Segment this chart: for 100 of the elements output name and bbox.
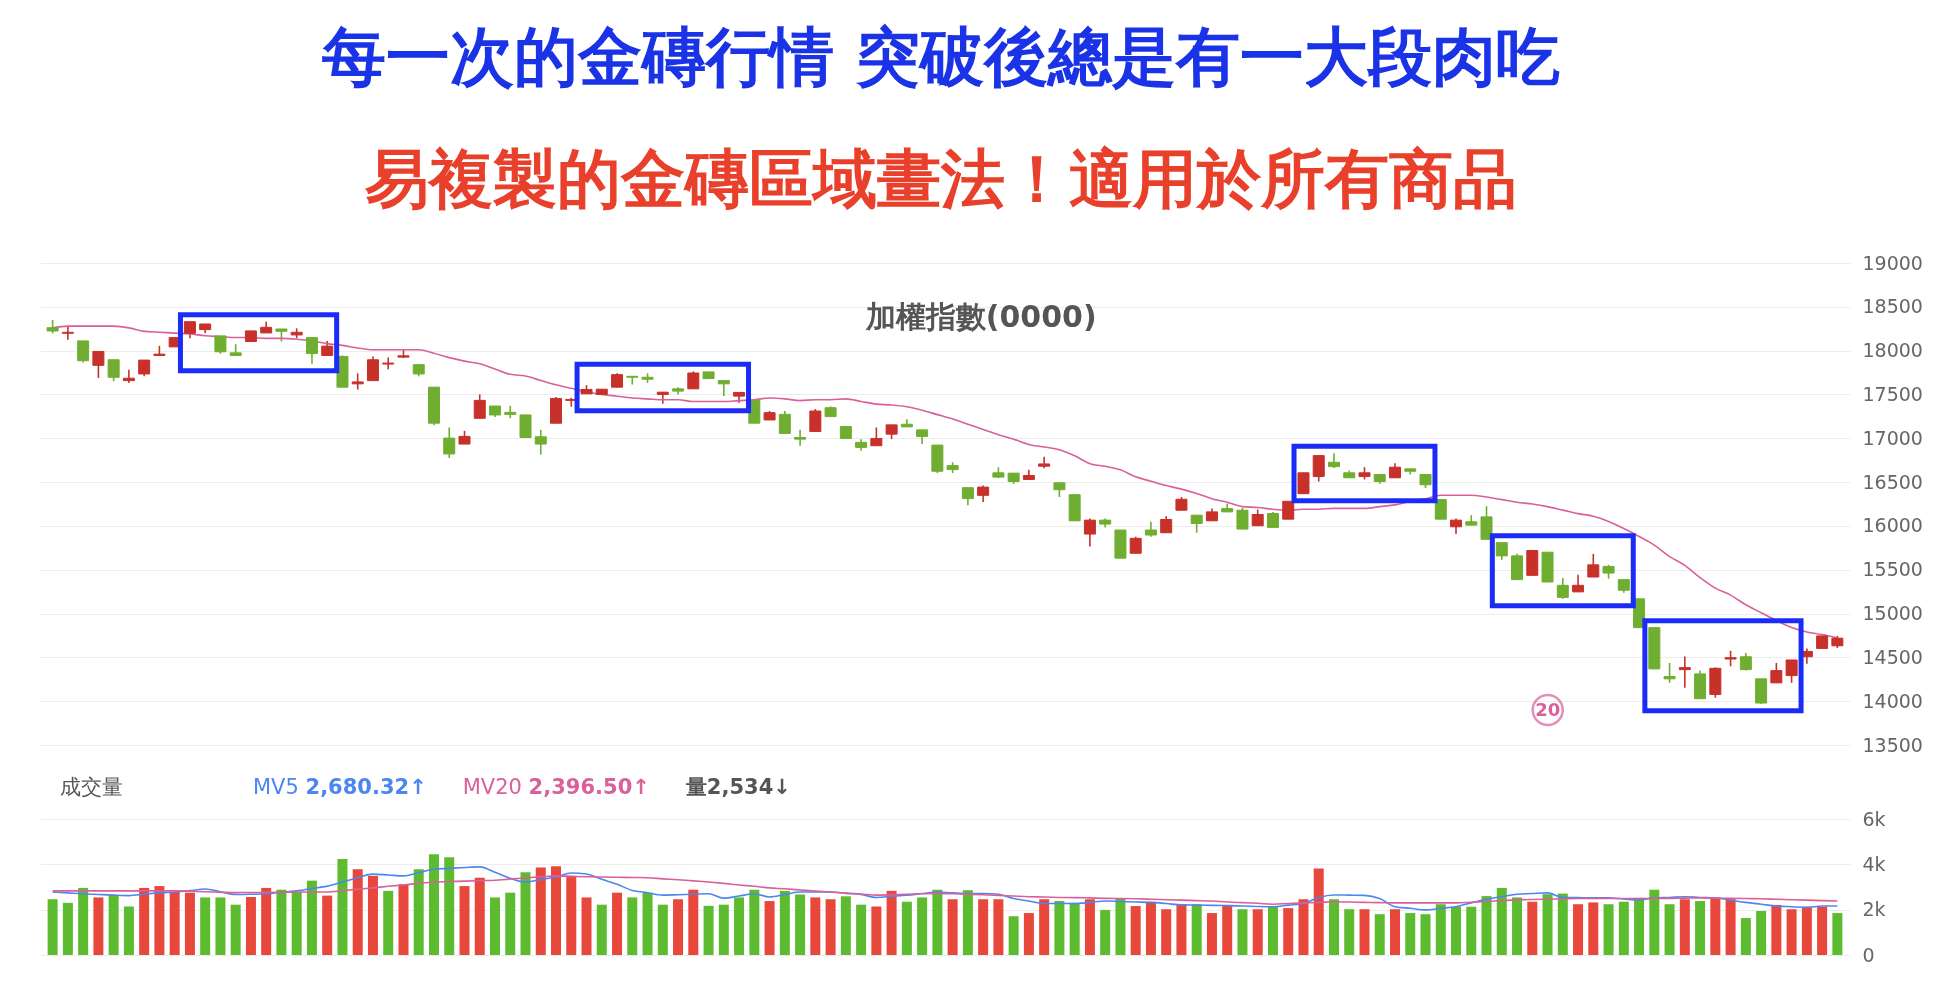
candlestick	[626, 375, 639, 386]
bar	[978, 899, 989, 955]
bar	[78, 887, 89, 955]
line-series	[51, 875, 1839, 906]
bar	[1359, 909, 1370, 955]
candlestick	[519, 414, 532, 438]
bar	[1573, 904, 1584, 955]
bar	[1161, 909, 1172, 955]
y-tick-label: 2k	[1862, 898, 1886, 921]
y-tick-label: 16500	[1862, 470, 1923, 493]
bar	[1130, 906, 1141, 955]
bar	[1374, 914, 1385, 955]
bar	[1390, 909, 1400, 955]
candlestick	[61, 324, 74, 341]
bar	[1603, 904, 1614, 955]
bar	[352, 869, 363, 955]
bar	[581, 897, 592, 955]
bar	[337, 859, 348, 955]
bar	[490, 897, 500, 955]
bar	[1222, 905, 1233, 955]
bar	[1649, 889, 1660, 955]
bar	[200, 897, 211, 955]
candlestick	[1587, 553, 1600, 578]
y-tick-label: 14500	[1862, 645, 1923, 668]
bar	[93, 897, 104, 955]
bar	[551, 866, 562, 955]
candlestick	[122, 368, 135, 384]
candlestick	[870, 426, 883, 447]
candlestick	[778, 410, 791, 435]
bar	[1008, 916, 1019, 955]
bar	[535, 867, 546, 955]
y-tick-label: 15000	[1862, 602, 1923, 625]
candlestick	[1236, 507, 1249, 530]
bar	[123, 906, 134, 955]
bar	[718, 904, 729, 955]
bar	[1237, 909, 1248, 955]
bar	[1069, 902, 1080, 955]
bar	[184, 892, 195, 955]
candlestick	[504, 404, 517, 420]
candlestick	[1083, 517, 1096, 548]
bar	[1832, 913, 1843, 955]
bar	[169, 891, 180, 955]
bar	[856, 904, 867, 955]
bar	[1634, 897, 1645, 955]
bar	[642, 892, 653, 955]
bar	[810, 897, 821, 955]
bar	[62, 902, 73, 955]
bar	[139, 887, 150, 955]
bar	[1512, 897, 1523, 955]
bar	[367, 875, 378, 955]
candlestick	[809, 408, 822, 433]
text: MV5	[253, 775, 299, 799]
bar	[505, 892, 516, 955]
bar	[413, 869, 424, 955]
bar	[901, 901, 912, 955]
y-tick-label: 19000	[1862, 251, 1923, 274]
bar	[1405, 913, 1416, 955]
bar	[215, 897, 226, 955]
bar	[749, 889, 760, 955]
bar	[1191, 904, 1202, 955]
bar	[1267, 906, 1278, 955]
bar	[108, 895, 119, 955]
bar	[322, 895, 333, 955]
bar	[886, 890, 897, 955]
candlestick	[92, 350, 105, 379]
bar	[1710, 897, 1721, 955]
bar	[947, 899, 958, 955]
candlestick	[1556, 577, 1569, 600]
bar	[261, 887, 272, 955]
candlestick	[305, 336, 318, 365]
bar	[1435, 904, 1446, 955]
candlestick	[1511, 553, 1524, 581]
bar	[596, 904, 607, 955]
bar	[245, 896, 256, 955]
bar	[1664, 904, 1675, 955]
bar	[1618, 901, 1629, 955]
y-tick-label: 4k	[1862, 852, 1886, 875]
bar	[627, 897, 638, 955]
bar	[1084, 899, 1095, 955]
bar	[459, 886, 470, 955]
bar	[1283, 908, 1294, 955]
bar	[230, 904, 241, 955]
bar	[1023, 913, 1034, 955]
candlestick	[748, 399, 761, 424]
candlestick	[443, 426, 456, 459]
candlestick	[473, 393, 486, 420]
bar	[1451, 906, 1462, 955]
bar	[428, 854, 439, 955]
bar	[917, 897, 928, 955]
candlestick	[1678, 655, 1691, 689]
bar	[779, 890, 790, 955]
bar	[520, 872, 531, 955]
bar	[673, 899, 684, 955]
bar	[1481, 896, 1492, 955]
text: MV20	[462, 775, 522, 799]
y-tick-label: 13500	[1862, 733, 1923, 756]
candlestick	[1663, 662, 1676, 684]
bar	[1588, 902, 1599, 955]
bar	[1725, 899, 1736, 955]
y-tick-label: 0	[1862, 943, 1875, 966]
